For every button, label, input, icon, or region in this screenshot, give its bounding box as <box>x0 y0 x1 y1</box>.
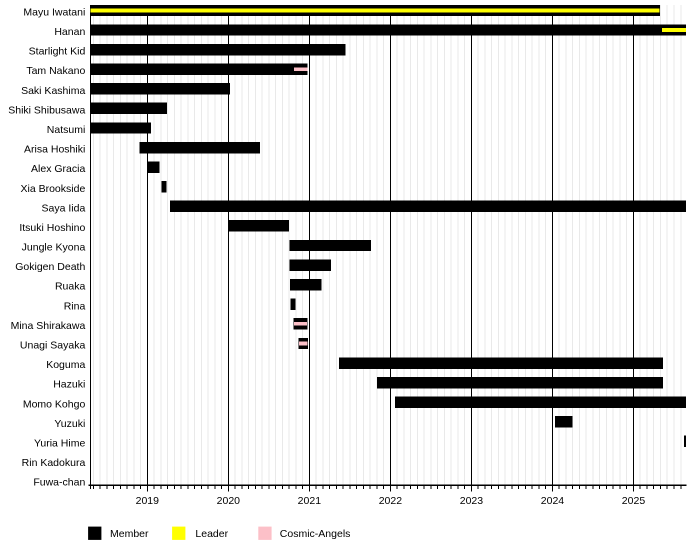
svg-text:Saya Iida: Saya Iida <box>42 202 86 214</box>
svg-text:Mayu Iwatani: Mayu Iwatani <box>23 6 85 18</box>
svg-text:Koguma: Koguma <box>46 359 85 371</box>
svg-text:2022: 2022 <box>379 495 403 507</box>
svg-text:Tam Nakano: Tam Nakano <box>26 65 85 77</box>
svg-text:Cosmic-Angels: Cosmic-Angels <box>280 528 351 540</box>
svg-text:Arisa Hoshiki: Arisa Hoshiki <box>24 144 85 156</box>
svg-text:2021: 2021 <box>298 495 322 507</box>
svg-text:Natsumi: Natsumi <box>47 124 86 136</box>
svg-text:Gokigen Death: Gokigen Death <box>15 261 85 273</box>
svg-text:2025: 2025 <box>622 495 646 507</box>
svg-text:Ruaka: Ruaka <box>55 281 86 293</box>
svg-text:Jungle Kyona: Jungle Kyona <box>22 242 86 254</box>
svg-text:Shiki Shibusawa: Shiki Shibusawa <box>8 104 85 116</box>
svg-text:Yuzuki: Yuzuki <box>54 418 85 430</box>
svg-text:Hazuki: Hazuki <box>53 379 85 391</box>
svg-text:Hanan: Hanan <box>54 26 85 38</box>
svg-text:2019: 2019 <box>136 495 160 507</box>
svg-text:Fuwa-chan: Fuwa-chan <box>33 477 85 489</box>
svg-text:Itsuki Hoshino: Itsuki Hoshino <box>19 222 85 234</box>
svg-text:Alex Gracia: Alex Gracia <box>31 163 85 175</box>
svg-text:Leader: Leader <box>195 528 228 540</box>
svg-text:Xia Brookside: Xia Brookside <box>21 183 86 195</box>
svg-text:Mina Shirakawa: Mina Shirakawa <box>11 320 86 332</box>
svg-text:Starlight Kid: Starlight Kid <box>29 46 86 58</box>
svg-text:Member: Member <box>110 528 149 540</box>
svg-text:2023: 2023 <box>460 495 484 507</box>
svg-text:Rin Kadokura: Rin Kadokura <box>22 457 86 469</box>
svg-text:Unagi Sayaka: Unagi Sayaka <box>20 339 86 351</box>
svg-text:Yuria Hime: Yuria Hime <box>34 437 86 449</box>
svg-text:Rina: Rina <box>64 300 86 312</box>
svg-text:Saki Kashima: Saki Kashima <box>21 85 85 97</box>
svg-text:Momo Kohgo: Momo Kohgo <box>23 398 86 410</box>
svg-text:2024: 2024 <box>541 495 565 507</box>
svg-text:2020: 2020 <box>217 495 241 507</box>
